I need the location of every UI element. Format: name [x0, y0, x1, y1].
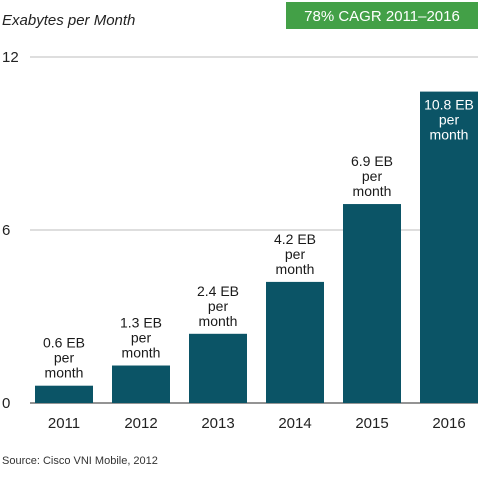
x-tick-label: 2016 — [432, 415, 465, 432]
x-tick-label: 2012 — [124, 415, 157, 432]
x-tick-label: 2013 — [201, 415, 234, 432]
data-label-2014: 4.2 EB per month — [274, 231, 316, 277]
bar-2014 — [266, 281, 324, 403]
cagr-badge-text: 78% CAGR 2011–2016 — [304, 8, 460, 25]
x-axis-ticks: 2011 2012 2013 2014 2015 2016 — [48, 415, 466, 432]
bar-2015 — [343, 204, 401, 403]
bar-2012 — [112, 365, 170, 403]
data-label-2013: 2.4 EB per month — [197, 283, 239, 329]
bar-2011 — [35, 385, 93, 403]
data-label-2012: 1.3 EB per month — [120, 315, 162, 361]
bar-2016 — [420, 91, 478, 403]
data-label-2015: 6.9 EB per month — [351, 153, 393, 199]
data-label-2016: 10.8 EB per month — [424, 97, 474, 143]
data-labels: 0.6 EB per month 1.3 EB per month 2.4 EB per mon… — [43, 97, 474, 381]
gridlines — [30, 56, 478, 404]
y-axis-label: Exabytes per Month — [2, 12, 135, 29]
data-label-2011: 0.6 EB per month — [43, 335, 85, 381]
y-tick-label: 6 — [2, 222, 10, 239]
source-note: Source: Cisco VNI Mobile, 2012 — [2, 455, 158, 467]
y-tick-label: 12 — [2, 49, 19, 66]
y-axis-ticks: 0 6 12 — [2, 49, 19, 412]
x-tick-label: 2011 — [48, 415, 80, 432]
x-tick-label: 2015 — [355, 415, 388, 432]
x-tick-label: 2014 — [278, 415, 311, 432]
bar-2013 — [189, 333, 247, 403]
y-tick-label: 0 — [2, 395, 10, 412]
cagr-badge — [286, 2, 478, 29]
bars — [35, 91, 478, 403]
